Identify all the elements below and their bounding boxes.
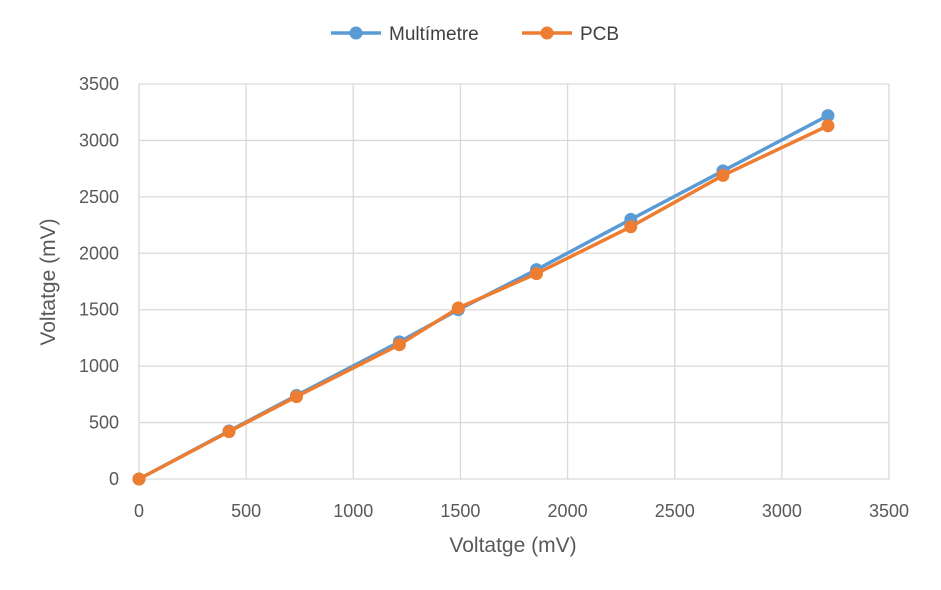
legend-item: Multímetre <box>331 24 479 45</box>
legend-item: PCB <box>522 24 619 45</box>
data-point <box>451 301 465 315</box>
x-tick-label: 3000 <box>762 501 802 521</box>
series-pcb <box>132 119 835 486</box>
y-tick-label: 1000 <box>79 356 119 376</box>
x-tick-label: 0 <box>134 501 144 521</box>
x-tick-label: 2500 <box>655 501 695 521</box>
data-point <box>392 338 406 352</box>
data-point <box>821 119 835 133</box>
y-tick-label: 3500 <box>79 74 119 94</box>
data-point <box>132 472 146 486</box>
legend: Multímetre PCB <box>331 24 619 45</box>
x-tick-label: 1000 <box>333 501 373 521</box>
data-point <box>222 425 236 439</box>
x-tick-label: 1500 <box>440 501 480 521</box>
legend-label: Multímetre <box>389 24 479 45</box>
series-layer <box>132 109 835 486</box>
gridlines <box>138 83 890 480</box>
data-point <box>290 390 303 404</box>
legend-marker <box>540 26 554 40</box>
legend-label: PCB <box>580 24 619 45</box>
data-point <box>821 109 835 123</box>
y-tick-label: 2500 <box>79 187 119 207</box>
x-tick-label: 500 <box>231 501 261 521</box>
y-tick-label: 1500 <box>79 300 119 320</box>
data-point <box>530 267 543 281</box>
y-tick-label: 2000 <box>79 243 119 263</box>
y-tick-label: 0 <box>109 469 119 489</box>
y-axis-tick-labels: 0 500 1000 1500 2000 2500 3000 3500 <box>79 74 119 489</box>
x-tick-label: 2000 <box>548 501 588 521</box>
x-axis-title: Voltatge (mV) <box>449 534 576 557</box>
x-tick-label: 3500 <box>869 501 909 521</box>
y-tick-label: 3000 <box>79 130 119 150</box>
x-axis-tick-labels: 0 500 1000 1500 2000 2500 3000 3500 <box>134 501 909 521</box>
data-point <box>716 168 730 182</box>
legend-marker <box>349 26 363 40</box>
data-point <box>624 220 638 234</box>
y-axis-title: Voltatge (mV) <box>37 218 60 345</box>
y-tick-label: 500 <box>89 413 119 433</box>
